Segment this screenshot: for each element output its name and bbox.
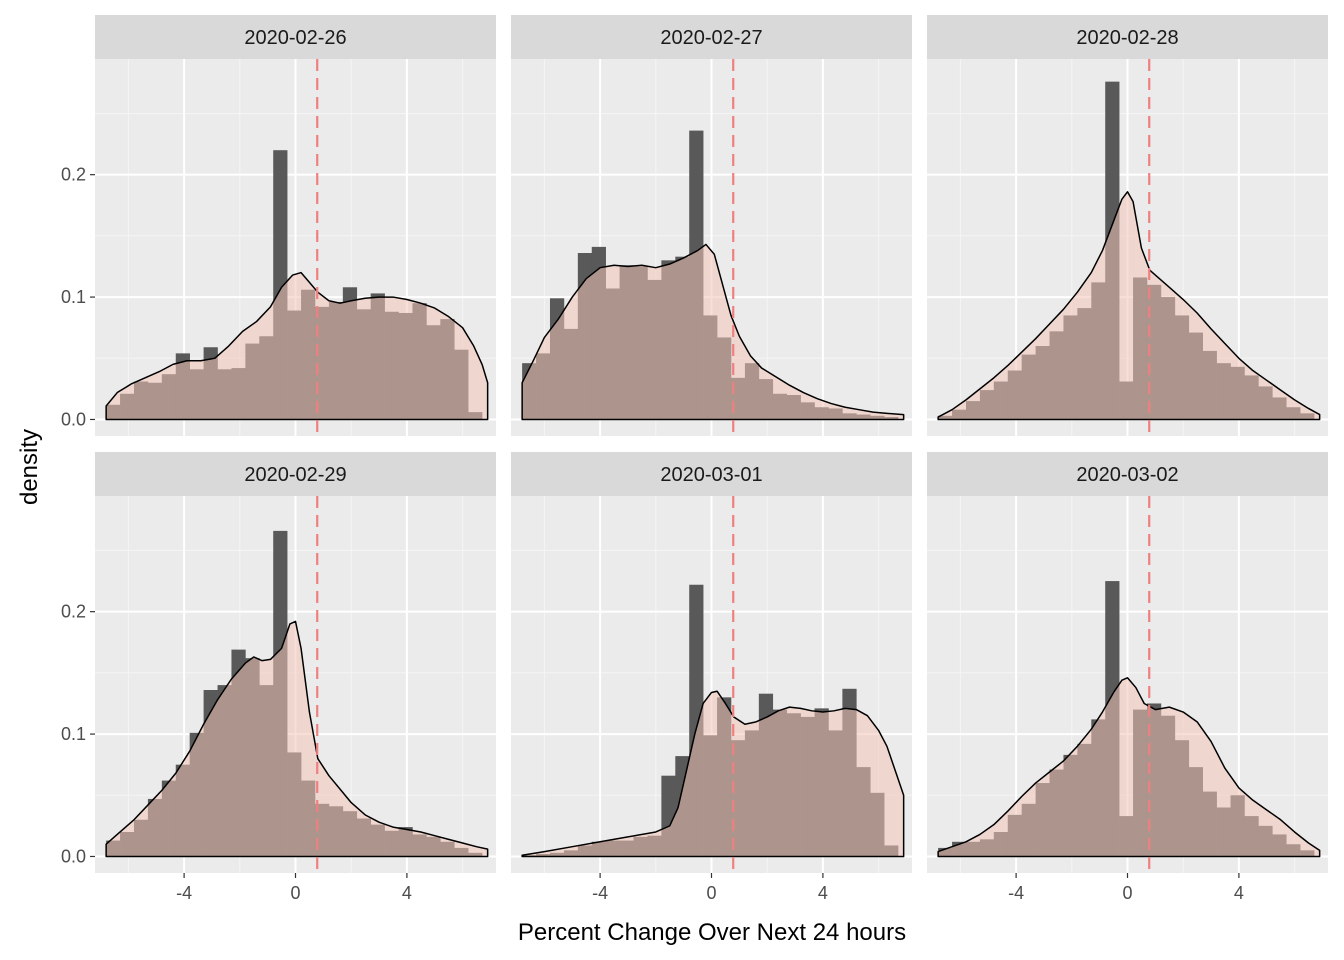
x-tick-label: -4 <box>592 883 608 903</box>
facet-panels: 2020-02-26 2020-02-27 2020-02-28 2020-02-29… <box>95 15 1328 873</box>
y-tick-label: 0.2 <box>61 602 86 622</box>
facet-strip <box>927 15 1328 59</box>
y-axis-title: density <box>16 429 43 505</box>
y-tick-label: 0.1 <box>61 724 86 744</box>
axes: 0.0 0.1 0.2 0.0 0.1 0.2 -4 0 4 -4 0 4 -4 0 4 <box>61 165 1244 903</box>
x-tick-label: -4 <box>1008 883 1024 903</box>
density-curve <box>105 620 489 858</box>
x-tick-label: 0 <box>706 883 716 903</box>
density-curve <box>105 271 489 421</box>
y-tick-label: 0.0 <box>61 846 86 866</box>
facet-strip <box>927 452 1328 496</box>
density-curve <box>937 191 1321 421</box>
facet-label: 2020-02-26 <box>244 27 346 49</box>
y-tick-label: 0.0 <box>61 409 86 429</box>
facet-panel: 2020-02-28 <box>927 15 1328 436</box>
x-tick-label: 4 <box>402 883 412 903</box>
facet-strip <box>511 452 912 496</box>
x-tick-label: -4 <box>176 883 192 903</box>
facet-strip <box>95 452 496 496</box>
facet-panel: 2020-03-01 <box>511 452 912 873</box>
y-tick-label: 0.1 <box>61 287 86 307</box>
x-tick-label: 0 <box>1122 883 1132 903</box>
facet-strip <box>95 15 496 59</box>
facet-label: 2020-02-28 <box>1076 27 1178 49</box>
facet-panel: 2020-02-26 <box>95 15 496 436</box>
facet-label: 2020-03-02 <box>1076 464 1178 486</box>
x-tick-label: 4 <box>1234 883 1244 903</box>
x-tick-label: 0 <box>290 883 300 903</box>
facet-label: 2020-03-01 <box>660 464 762 486</box>
facet-panel: 2020-02-27 <box>511 15 912 436</box>
density-curve <box>521 243 905 421</box>
x-axis-title: Percent Change Over Next 24 hours <box>518 919 906 946</box>
facet-label: 2020-02-27 <box>660 27 762 49</box>
density-curve <box>521 690 905 858</box>
x-tick-label: 4 <box>818 883 828 903</box>
y-tick-label: 0.2 <box>61 165 86 185</box>
facet-strip <box>511 15 912 59</box>
facet-panel: 2020-02-29 <box>95 452 496 873</box>
facet-label: 2020-02-29 <box>244 464 346 486</box>
facet-panel: 2020-03-02 <box>927 452 1328 873</box>
density-curve <box>937 677 1321 858</box>
